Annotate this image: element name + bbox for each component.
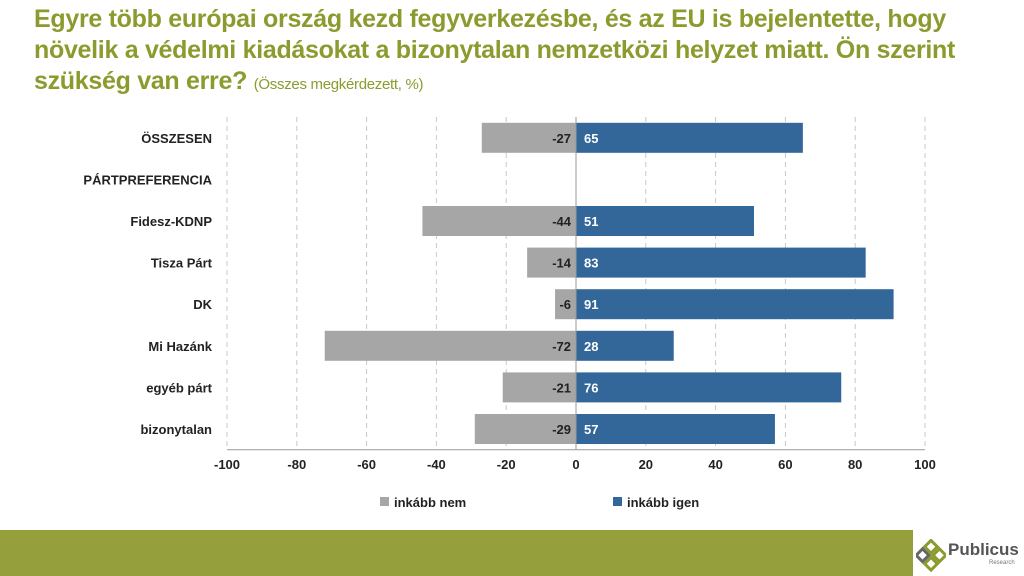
data-label: 57 — [584, 422, 598, 437]
publicus-logo: Publicus Research — [916, 536, 1024, 576]
bar-inkabb-nem — [474, 414, 576, 444]
data-label: -29 — [552, 422, 571, 437]
legend-swatch — [380, 497, 389, 506]
bar-inkabb-igen — [576, 247, 866, 278]
chart: -100 -80 -60 -40 -20 0 20 40 60 80 100 ÖSSZESEN -27 6… — [83, 117, 936, 510]
bar-inkabb-nem — [502, 372, 576, 403]
data-label: -21 — [552, 380, 571, 395]
data-label: 51 — [584, 214, 598, 229]
x-tick-label: -100 — [214, 457, 240, 472]
x-tick-label: -40 — [427, 457, 446, 472]
title-main: Egyre több európai ország kezd fegyverke… — [34, 5, 956, 95]
bar-inkabb-igen — [576, 330, 674, 361]
bar-inkabb-igen — [576, 372, 842, 403]
logo-diamonds-icon — [916, 539, 946, 573]
category-label: Mi Hazánk — [148, 339, 212, 354]
bar-inkabb-nem — [527, 247, 576, 278]
legend-label: inkább nem — [394, 495, 466, 510]
bar-inkabb-nem — [422, 206, 576, 236]
bar-inkabb-igen — [576, 414, 775, 444]
data-label: -14 — [552, 256, 572, 271]
category-label: Tisza Párt — [151, 256, 213, 271]
x-tick-label: -80 — [287, 457, 306, 472]
legend-swatch — [613, 497, 622, 506]
data-label: 65 — [584, 131, 598, 146]
category-label: PÁRTPREFERENCIA — [83, 172, 212, 187]
title-subtitle: (Összes megkérdezett, %) — [253, 76, 424, 93]
bar-inkabb-igen — [576, 289, 894, 320]
x-tick-label: 80 — [848, 457, 862, 472]
x-tick-label: 20 — [639, 457, 653, 472]
bar-inkabb-igen — [576, 122, 803, 153]
logo-name: Publicus — [948, 540, 1019, 559]
data-label: -27 — [552, 131, 571, 146]
data-label: -6 — [559, 297, 571, 312]
bar-inkabb-nem — [555, 289, 576, 320]
footer-bar — [0, 530, 913, 576]
category-label: ÖSSZESEN — [141, 131, 212, 146]
x-tick-label: -20 — [497, 457, 516, 472]
data-label: -44 — [552, 214, 572, 229]
data-label: 76 — [584, 380, 598, 395]
category-label: egyéb párt — [146, 380, 212, 395]
x-tick-label: 100 — [914, 457, 936, 472]
data-label: 91 — [584, 297, 598, 312]
data-label: 28 — [584, 339, 598, 354]
bar-inkabb-nem — [481, 122, 576, 153]
category-label: Fidesz-KDNP — [130, 214, 212, 229]
data-label: 83 — [584, 256, 598, 271]
x-tick-label: 0 — [572, 457, 579, 472]
chart-title: Egyre több európai ország kezd fegyverke… — [34, 4, 1014, 100]
x-tick-label: 40 — [708, 457, 722, 472]
x-tick-label: 60 — [778, 457, 792, 472]
category-label: bizonytalan — [140, 422, 212, 437]
category-label: DK — [193, 297, 212, 312]
data-label: -72 — [552, 339, 571, 354]
bar-inkabb-igen — [576, 206, 754, 236]
legend-label: inkább igen — [627, 495, 699, 510]
logo-tagline: Research — [989, 560, 1015, 566]
x-tick-label: -60 — [357, 457, 376, 472]
bar-inkabb-nem — [324, 330, 576, 361]
